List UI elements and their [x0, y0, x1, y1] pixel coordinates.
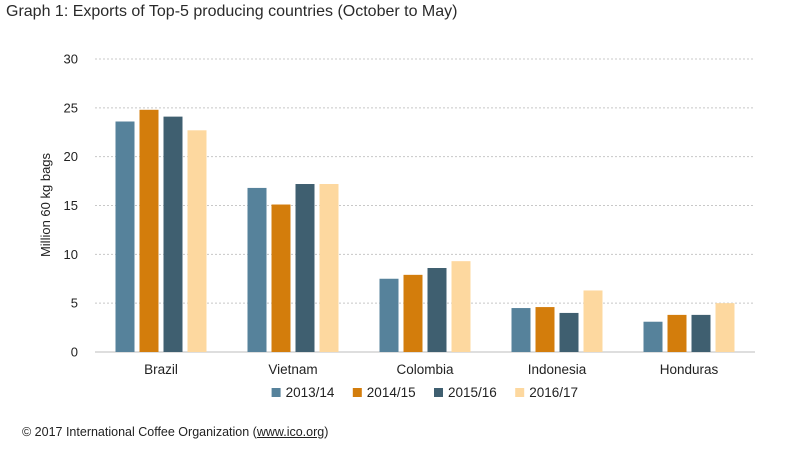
copyright-footer: © 2017 International Coffee Organization…	[22, 425, 328, 439]
x-tick-label: Honduras	[660, 362, 719, 377]
y-axis: 0 5 10 15 20 25 30	[64, 52, 78, 360]
y-tick-label: 30	[64, 52, 78, 67]
bar	[163, 116, 183, 352]
x-axis: Brazil Vietnam Colombia Indonesia Honduras	[144, 362, 718, 377]
legend-swatch	[515, 388, 525, 397]
legend-swatch	[434, 388, 443, 397]
bar	[511, 308, 531, 352]
footer-link[interactable]: www.ico.org	[256, 425, 325, 439]
legend-label: 2016/17	[529, 385, 578, 400]
bar	[295, 184, 315, 352]
footer-prefix: © 2017 International Coffee Organization…	[22, 425, 257, 439]
y-tick-label: 0	[71, 345, 78, 360]
chart-title: Graph 1: Exports of Top-5 producing coun…	[6, 3, 458, 20]
y-tick-label: 25	[64, 100, 78, 115]
x-tick-label: Brazil	[144, 362, 178, 377]
legend: 2013/14 2014/15 2015/16 2016/17	[271, 385, 578, 400]
legend-swatch	[271, 388, 281, 397]
y-tick-label: 10	[64, 247, 78, 262]
bar	[643, 321, 663, 352]
bar	[187, 130, 207, 352]
bar	[115, 121, 135, 352]
y-tick-label: 15	[64, 198, 78, 213]
legend-label: 2015/16	[448, 385, 497, 400]
legend-swatch	[352, 388, 362, 397]
bars	[115, 109, 735, 352]
bar	[271, 204, 291, 352]
y-tick-label: 20	[64, 149, 78, 164]
x-tick-label: Indonesia	[528, 362, 587, 377]
bar	[667, 314, 687, 352]
bar	[691, 314, 711, 352]
y-tick-label: 5	[71, 296, 78, 311]
bar	[559, 312, 579, 352]
legend-label: 2014/15	[367, 385, 416, 400]
bar	[583, 290, 603, 352]
bar	[403, 274, 423, 352]
bar	[247, 187, 267, 352]
x-tick-label: Colombia	[396, 362, 454, 377]
footer-suffix: )	[324, 425, 329, 439]
bar	[451, 261, 471, 352]
y-axis-label: Million 60 kg bags	[38, 152, 53, 257]
legend-label: 2013/14	[286, 385, 335, 400]
bar	[139, 109, 159, 352]
bar	[535, 307, 555, 352]
bar-chart: 0 5 10 15 20 25 30 Brazil Vietnam Colombia Indone…	[38, 52, 755, 400]
x-tick-label: Vietnam	[268, 362, 317, 377]
bar	[715, 303, 735, 352]
bar	[427, 268, 447, 352]
bar	[379, 278, 399, 352]
bar	[319, 184, 339, 352]
